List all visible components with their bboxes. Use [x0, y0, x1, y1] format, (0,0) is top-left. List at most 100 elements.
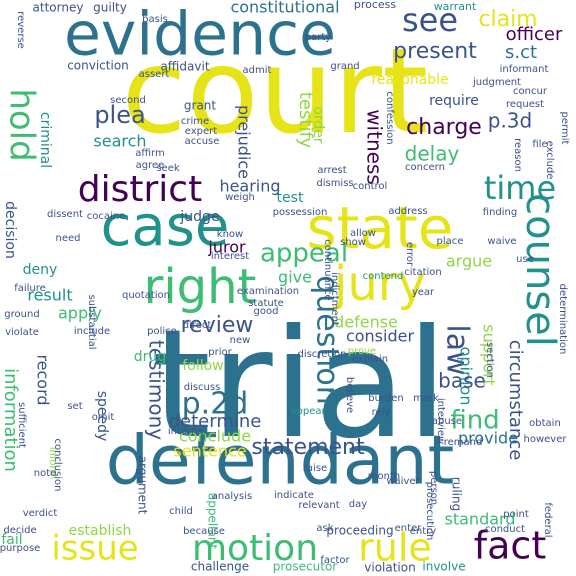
word-find: find — [450, 406, 499, 436]
word-prior: prior — [208, 347, 232, 358]
word-state: state — [307, 194, 454, 262]
word-cocaine: cocaine — [87, 211, 126, 222]
word-party: party — [305, 32, 332, 43]
word-defendant: defendant — [106, 422, 454, 501]
word-delay: delay — [405, 142, 460, 166]
word-test: test — [277, 190, 304, 206]
word-constitutional: constitutional — [230, 0, 339, 17]
word-consider: consider — [346, 327, 415, 346]
word-judgment: judgment — [472, 77, 521, 88]
word-conclude: conclude — [179, 427, 251, 446]
word-trial: trial — [152, 298, 448, 472]
word-set: set — [67, 401, 82, 412]
word-section: section — [484, 342, 495, 378]
word-juror: juror — [207, 238, 246, 257]
word-time: time — [484, 169, 556, 207]
word-sufficient: sufficient — [16, 402, 27, 448]
word-deny: deny — [23, 262, 58, 278]
word-opinion: opinion — [457, 347, 476, 406]
word-statement: statement — [251, 435, 365, 460]
word-statute: statute — [248, 298, 284, 309]
word-citation: citation — [404, 267, 441, 278]
word-see: see — [402, 1, 458, 39]
word-discuss: discuss — [184, 382, 221, 393]
word-prosecution: prosecution — [424, 482, 435, 541]
word-need: need — [56, 233, 81, 244]
word-follow: follow — [182, 358, 223, 374]
word-ground: ground — [4, 309, 39, 320]
word-challenge: challenge — [191, 560, 249, 574]
word-relevant: relevant — [298, 500, 339, 511]
word-evidence: evidence — [64, 0, 336, 70]
word-case: case — [101, 194, 230, 259]
word-finding: finding — [483, 207, 517, 218]
word-show: show — [340, 237, 366, 248]
word-enter: enter — [395, 523, 423, 534]
word-federal: federal — [542, 502, 553, 537]
word-possession: possession — [273, 207, 328, 218]
word-hold: hold — [2, 88, 42, 161]
word-point: point — [503, 509, 529, 520]
word-affidavit: affidavit — [160, 60, 209, 74]
word-witness: witness — [363, 109, 387, 185]
word-second: second — [110, 95, 146, 106]
word-substantial: substantial — [86, 294, 97, 349]
word-criminal: criminal — [37, 112, 53, 168]
word-determination: determination — [557, 284, 568, 355]
word-exclude: exclude — [544, 141, 555, 180]
word-p-3d: p.3d — [488, 109, 532, 133]
word-establish: establish — [69, 523, 132, 539]
word-information: information — [0, 368, 21, 472]
word-continuance: continuance — [322, 239, 333, 300]
word-concern: concern — [405, 162, 445, 173]
word-police: police — [147, 326, 177, 337]
word-internal: internal — [168, 426, 206, 437]
word-good: good — [254, 306, 279, 317]
word-arrest: arrest — [317, 165, 346, 176]
word-review: review — [181, 313, 254, 338]
word-plea: plea — [94, 101, 145, 129]
word-charge: charge — [406, 115, 482, 140]
word-direct: direct — [183, 320, 212, 331]
word-abuse: abuse — [432, 416, 462, 427]
word-informant: informant — [500, 64, 549, 75]
word-argument: argument — [136, 456, 150, 515]
word-note: note — [34, 468, 57, 479]
word-support: support — [480, 324, 499, 385]
word-prove: prove — [348, 346, 376, 357]
word-question: question — [310, 275, 345, 405]
word-know: know — [217, 229, 243, 240]
word-failure: failure — [14, 283, 46, 294]
word-waiver: waiver — [386, 476, 420, 487]
word-prejudice: prejudice — [235, 105, 254, 179]
word-testify: testify — [295, 92, 316, 149]
word-appeal: appeal — [260, 239, 348, 269]
word-indictment: indictment — [329, 272, 340, 326]
word-sentence: sentence — [173, 442, 246, 461]
word-fact: fact — [474, 524, 546, 568]
word-day: day — [349, 499, 367, 510]
word-judge: judge — [179, 209, 219, 225]
word-assert: assert — [139, 69, 170, 80]
word-interview: interview — [435, 398, 446, 444]
word-fail: fail — [1, 532, 22, 548]
word-omit: omit — [92, 412, 115, 423]
word-file: file — [532, 139, 547, 150]
word-obtain: obtain — [529, 418, 561, 429]
word-present: present — [393, 39, 477, 64]
word-prosecutor: prosecutor — [273, 560, 338, 574]
word-officer: officer — [506, 24, 563, 45]
word-inform: inform — [47, 447, 58, 479]
word-dismiss: dismiss — [316, 178, 353, 189]
word-attorney: attorney — [33, 1, 84, 15]
word-crime: crime — [181, 116, 209, 127]
word-argue: argue — [446, 252, 492, 271]
word-law: law — [440, 324, 475, 375]
word-warrant: warrant — [434, 0, 477, 13]
word-conviction: conviction — [67, 59, 129, 73]
word-counsel: counsel — [517, 193, 563, 347]
word-proceeding: proceeding — [326, 524, 393, 538]
word-person: person — [428, 471, 439, 505]
